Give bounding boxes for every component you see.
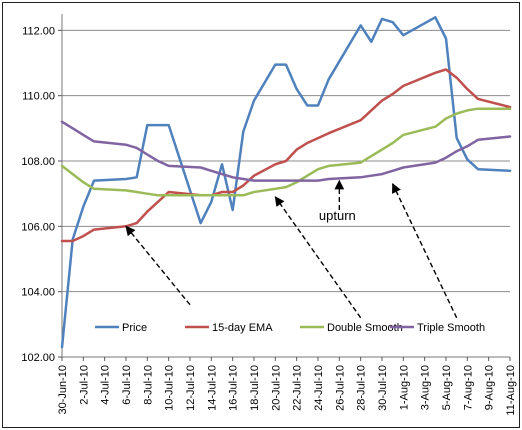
annotation-arrow	[125, 225, 191, 306]
legend-label: Double Smooth	[327, 322, 403, 334]
annotations: upturn	[125, 179, 458, 319]
x-tick-label: 18-Jul-10	[249, 365, 261, 411]
series-line	[60, 16, 512, 349]
x-tick-label: 24-Jul-10	[313, 365, 325, 411]
series-line	[60, 68, 512, 243]
x-tick-label: 8-Jul-10	[142, 365, 154, 405]
y-axis: 102.00 104.00 106.00 108.00 110.00 112.00	[21, 14, 63, 364]
series-line	[60, 107, 512, 197]
legend-label: Price	[122, 322, 147, 334]
annotation-label: upturn	[319, 208, 356, 223]
x-tick-label: 5-Aug-10	[441, 365, 453, 410]
x-tick-label: 30-Jun-10	[57, 365, 69, 415]
y-tick-label: 104.00	[21, 287, 55, 299]
x-tick-label: 14-Jul-10	[206, 365, 218, 411]
annotation-arrow	[274, 196, 362, 319]
x-tick-label: 4-Jul-10	[100, 365, 112, 405]
x-tick-label: 10-Jul-10	[164, 365, 176, 411]
series-line	[60, 120, 512, 182]
y-tick-label: 112.00	[22, 25, 55, 37]
x-tick-label: 26-Jul-10	[334, 365, 346, 411]
x-tick-label: 1-Aug-10	[398, 365, 410, 410]
x-tick-label: 3-Aug-10	[420, 365, 432, 410]
y-tick-label: 102.00	[21, 352, 55, 364]
x-axis: 30-Jun-10 2-Jul-10 4-Jul-10 6-Jul-10 8-Jul-1…	[57, 356, 517, 416]
legend: Price 15-day EMA Double Smooth Triple Smoot…	[95, 322, 485, 334]
x-tick-label: 16-Jul-10	[228, 365, 240, 411]
legend-label: 15-day EMA	[212, 322, 273, 334]
y-tick-label: 108.00	[21, 156, 55, 168]
x-tick-label: 2-Jul-10	[78, 365, 90, 405]
x-tick-label: 9-Aug-10	[484, 365, 496, 410]
gridlines	[62, 29, 510, 358]
y-tick-label: 110.00	[22, 91, 55, 103]
legend-label: Triple Smooth	[417, 322, 485, 334]
annotation-arrow	[392, 182, 458, 319]
series-lines	[60, 16, 512, 349]
x-tick-label: 22-Jul-10	[292, 365, 304, 411]
x-tick-label: 6-Jul-10	[121, 365, 133, 405]
y-tick-label: 106.00	[21, 221, 55, 233]
x-tick-label: 20-Jul-10	[270, 365, 282, 411]
x-tick-label: 30-Jul-10	[377, 365, 389, 411]
x-tick-label: 28-Jul-10	[356, 365, 368, 411]
x-tick-label: 12-Jul-10	[185, 365, 197, 411]
x-tick-label: 11-Aug-10	[505, 365, 517, 416]
x-tick-label: 7-Aug-10	[462, 365, 474, 410]
